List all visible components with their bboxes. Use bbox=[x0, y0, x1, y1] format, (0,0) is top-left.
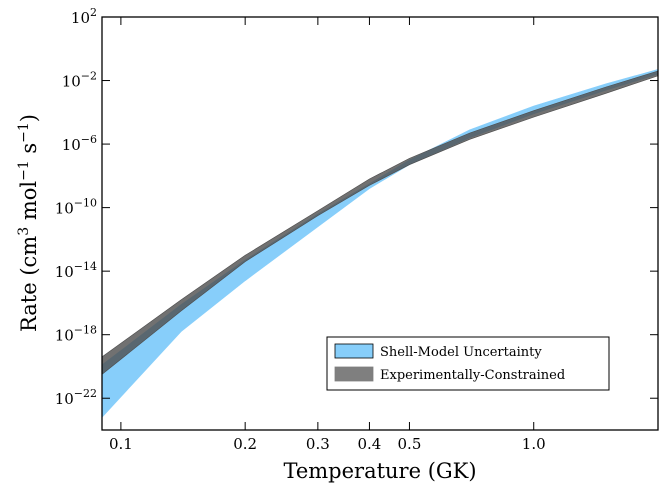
y-tick-label: 10−18 bbox=[55, 324, 97, 345]
x-tick-label: 0.2 bbox=[233, 435, 257, 453]
legend-label-experimental: Experimentally-Constrained bbox=[380, 368, 565, 383]
legend-swatch-shell-model bbox=[334, 343, 374, 359]
legend-label-shell-model: Shell-Model Uncertainty bbox=[380, 345, 542, 360]
x-tick-label: 1.0 bbox=[522, 435, 546, 453]
legend-box bbox=[326, 336, 610, 391]
ticks-layer: 0.1 0.2 0.3 0.4 0.5 1.0 102 10−2 10−6 10−10 10−14 1… bbox=[55, 6, 658, 453]
y-tick-label: 10−6 bbox=[62, 133, 97, 154]
legend-swatch-experimental bbox=[334, 366, 374, 382]
x-axis-label: Temperature (GK) bbox=[283, 459, 476, 483]
y-tick-label: 10−22 bbox=[55, 387, 97, 408]
y-tick-label: 10−2 bbox=[62, 70, 97, 91]
y-tick-label: 10−10 bbox=[55, 197, 97, 218]
y-tick-label: 102 bbox=[71, 6, 97, 27]
legend: Shell-Model Uncertainty Experimentally-C… bbox=[326, 336, 610, 391]
x-tick-label: 0.3 bbox=[306, 435, 330, 453]
y-axis-label: Rate (cm3 mol−1 s−1) bbox=[16, 114, 41, 332]
plot-frame bbox=[101, 16, 659, 431]
x-tick-label: 0.5 bbox=[398, 435, 422, 453]
x-tick-label: 0.4 bbox=[358, 435, 382, 453]
band-experimentally-constrained bbox=[101, 70, 659, 376]
x-tick-label: 0.1 bbox=[109, 435, 133, 453]
y-tick-label: 10−14 bbox=[55, 260, 97, 281]
